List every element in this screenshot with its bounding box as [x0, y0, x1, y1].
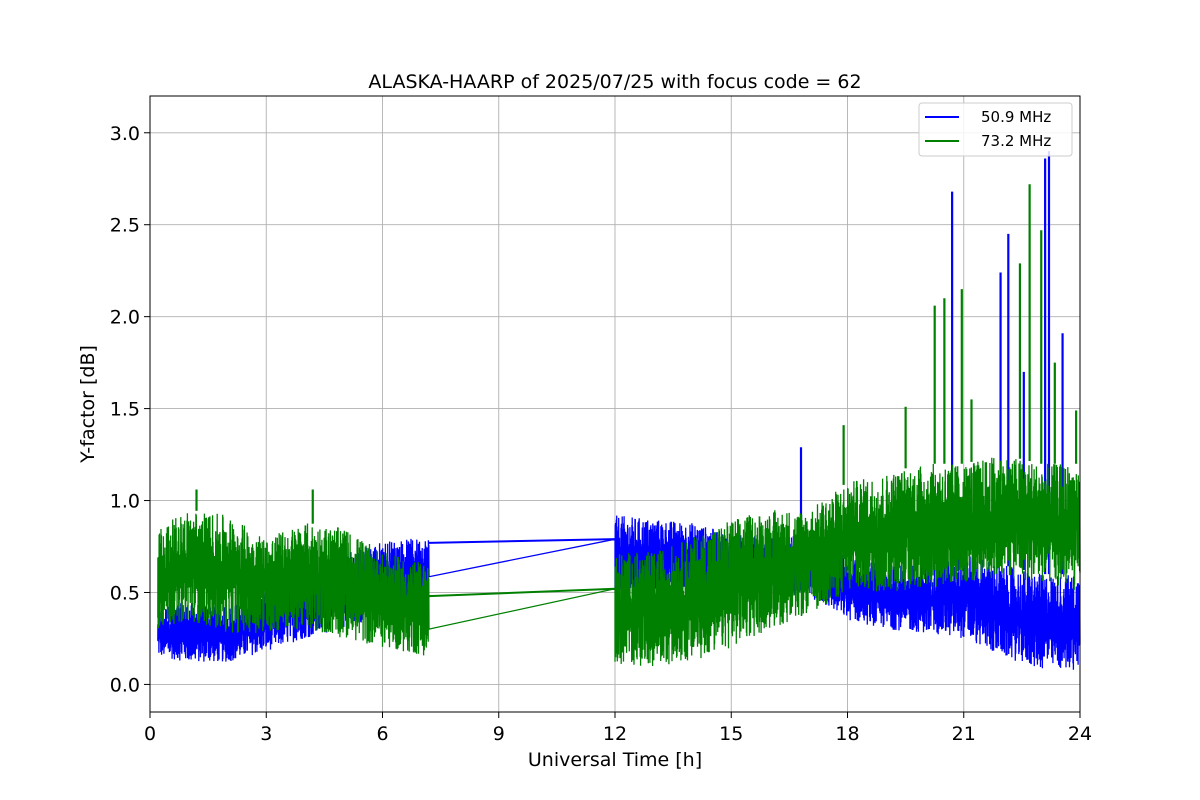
y-axis-label: Y-factor [dB] [77, 345, 99, 464]
x-tick-label: 18 [835, 723, 859, 745]
gap-bridge-50-9-mhz [428, 538, 616, 544]
x-axis-label: Universal Time [h] [528, 749, 702, 771]
y-tick-label: 0.0 [110, 674, 140, 696]
legend-label-73-2-mhz: 73.2 MHz [981, 132, 1051, 150]
x-tick-label: 24 [1068, 723, 1092, 745]
axis-ticks: 0 3 6 9 12 15 18 21 24 0.0 0.5 1.0 1.5 2.0 2.5 3.0 [110, 123, 1092, 745]
plot-series [157, 151, 1081, 670]
y-tick-label: 3.0 [110, 123, 140, 145]
y-tick-label: 2.5 [110, 215, 140, 237]
series-line-73-2-mhz [157, 457, 1081, 667]
x-tick-label: 12 [603, 723, 627, 745]
x-tick-label: 3 [260, 723, 272, 745]
chart-title: ALASKA-HAARP of 2025/07/25 with focus co… [368, 71, 861, 93]
y-tick-label: 1.0 [110, 491, 140, 513]
gap-bridge-73-2-mhz [428, 587, 616, 598]
x-tick-label: 0 [144, 723, 156, 745]
legend: 50.9 MHz 73.2 MHz [918, 102, 1073, 157]
x-tick-label: 15 [719, 723, 743, 745]
legend-label-50-9-mhz: 50.9 MHz [981, 108, 1051, 126]
y-tick-label: 2.0 [110, 307, 140, 329]
x-tick-label: 9 [493, 723, 505, 745]
y-tick-label: 1.5 [110, 399, 140, 421]
x-tick-label: 6 [376, 723, 388, 745]
y-tick-label: 0.5 [110, 582, 140, 604]
x-tick-label: 21 [952, 723, 976, 745]
